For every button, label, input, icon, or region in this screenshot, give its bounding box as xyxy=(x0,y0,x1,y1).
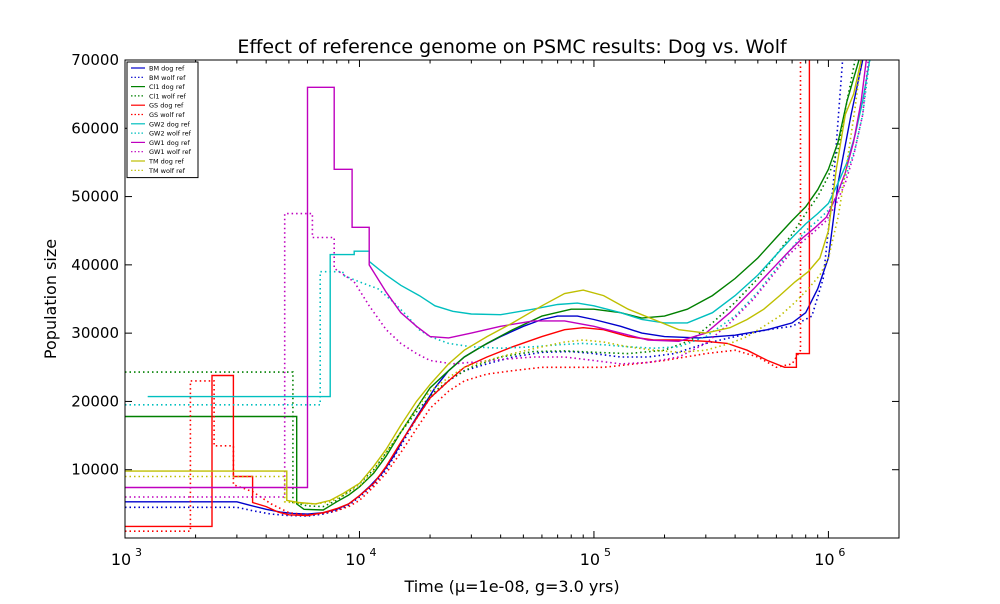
x-tick-exponent: 5 xyxy=(604,546,611,559)
legend-label: GW2 dog ref xyxy=(149,120,190,128)
series-line-bm-dog-ref xyxy=(125,60,864,515)
y-tick-label: 40000 xyxy=(71,256,119,274)
legend-label: GS wolf ref xyxy=(149,111,185,119)
y-tick-label: 10000 xyxy=(71,461,119,479)
y-tick-label: 20000 xyxy=(71,392,119,410)
legend-label: Cl1 dog ref xyxy=(149,83,185,91)
legend-label: TM wolf ref xyxy=(148,167,186,175)
legend-label: BM dog ref xyxy=(149,65,185,73)
legend-label: BM wolf ref xyxy=(149,74,186,82)
y-tick-label: 70000 xyxy=(71,51,119,69)
series-line-gw1-wolf-ref xyxy=(125,60,870,498)
chart-title: Effect of reference genome on PSMC resul… xyxy=(237,36,788,58)
y-axis-label: Population size xyxy=(41,239,60,359)
y-tick-label: 60000 xyxy=(71,119,119,137)
axes: 10 3 10 4 10 5 10 6 10000 20000 30000 40000 50000 600… xyxy=(71,51,900,569)
x-tick-label: 10 xyxy=(814,550,834,569)
series-line-tm-dog-ref xyxy=(125,60,862,505)
legend-label: Cl1 wolf ref xyxy=(149,92,187,100)
series-line-tm-wolf-ref xyxy=(125,60,862,505)
legend-label: GW1 dog ref xyxy=(149,139,190,147)
x-axis-label: Time (μ=1e-08, g=3.0 yrs) xyxy=(403,577,619,596)
series-line-gw2-dog-ref xyxy=(147,60,871,398)
series-line-cl1-wolf-ref xyxy=(125,60,856,508)
legend-label: GW2 wolf ref xyxy=(149,130,192,138)
legend-box xyxy=(126,61,199,179)
series-line-cl1-dog-ref xyxy=(125,60,860,511)
x-tick-exponent: 4 xyxy=(369,546,376,559)
series-line-gs-dog-ref xyxy=(125,60,811,528)
plot-frame xyxy=(124,59,900,539)
y-tick-label: 30000 xyxy=(71,324,119,342)
series-line-gs-wolf-ref xyxy=(125,60,802,532)
x-tick-exponent: 6 xyxy=(838,546,845,559)
x-tick-label: 10 xyxy=(111,550,131,569)
legend-label: GW1 wolf ref xyxy=(149,148,192,156)
x-tick-label: 10 xyxy=(580,550,600,569)
plot-area xyxy=(125,60,871,532)
y-tick-label: 50000 xyxy=(71,188,119,206)
x-tick-label: 10 xyxy=(345,550,365,569)
legend-label: GS dog ref xyxy=(149,102,184,110)
legend-label: TM dog ref xyxy=(148,158,184,166)
x-tick-exponent: 3 xyxy=(135,546,142,559)
series-line-gw1-dog-ref xyxy=(125,60,867,489)
